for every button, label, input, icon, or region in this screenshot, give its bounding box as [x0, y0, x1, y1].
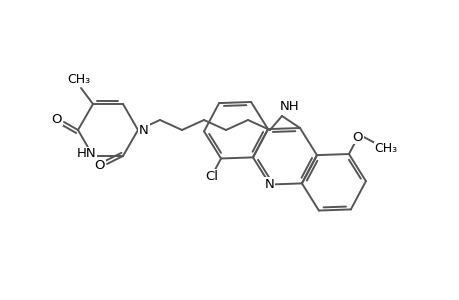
Text: O: O — [352, 131, 362, 144]
Text: NH: NH — [280, 100, 299, 112]
Text: O: O — [51, 112, 62, 125]
Text: O: O — [95, 160, 105, 172]
Text: Cl: Cl — [205, 169, 218, 183]
Text: CH₃: CH₃ — [67, 73, 90, 85]
Text: N: N — [264, 178, 274, 191]
Text: N: N — [139, 124, 149, 136]
Text: HN: HN — [77, 148, 96, 160]
Text: CH₃: CH₃ — [373, 142, 397, 155]
